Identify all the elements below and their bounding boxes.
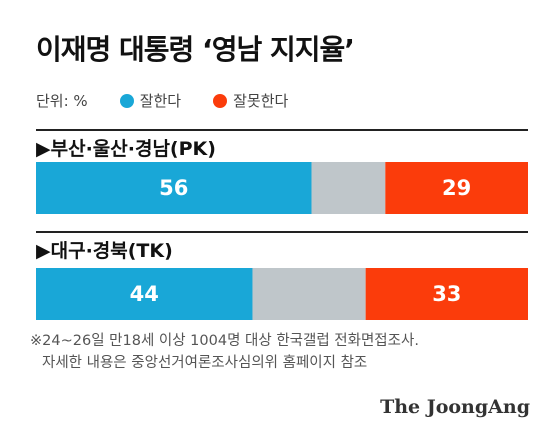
legend-approve-label: 잘한다 [139,92,182,110]
brand-logo: The JoongAng [380,396,530,418]
footnote: ※24~26일 만18세 이상 1004명 대상 한국갤럽 전화면접조사. 자세… [30,330,419,374]
chart-title: 이재명 대통령 ‘영남 지지율’ [36,33,355,66]
divider-rule-1 [36,129,528,131]
bar-disapprove-0-label: 29 [442,176,471,200]
legend-disapprove-label: 잘못한다 [233,92,289,110]
legend-approve-dot-icon [119,93,134,108]
bar-approve-0 [36,162,312,214]
footnote-line-2: 자세한 내용은 중앙선거여론조사심의위 홈페이지 참조 [42,355,368,371]
divider-rule-2 [36,231,528,233]
bar-other-0 [311,162,386,214]
legend: 단위: % 잘한다 잘못한다 [36,90,288,111]
category-label-pk: ▶부산·울산·경남(PK) [36,138,216,160]
legend-item-approve: 잘한다 [119,90,182,111]
bar-disapprove-1 [365,268,528,320]
footnote-line-1: ※24~26일 만18세 이상 1004명 대상 한국갤럽 전화면접조사. [30,333,419,349]
bar-approve-0-label: 56 [159,176,188,200]
bar-approve-1 [36,268,253,320]
legend-item-disapprove: 잘못한다 [213,90,288,111]
bar-other-1 [252,268,366,320]
unit-label: 단위: % [36,92,88,110]
legend-disapprove-dot-icon [213,93,228,108]
bar-approve-1-label: 44 [130,282,159,306]
bar-disapprove-1-label: 33 [432,282,461,306]
category-label-tk: ▶대구·경북(TK) [36,240,173,262]
bar-disapprove-0 [385,162,528,214]
